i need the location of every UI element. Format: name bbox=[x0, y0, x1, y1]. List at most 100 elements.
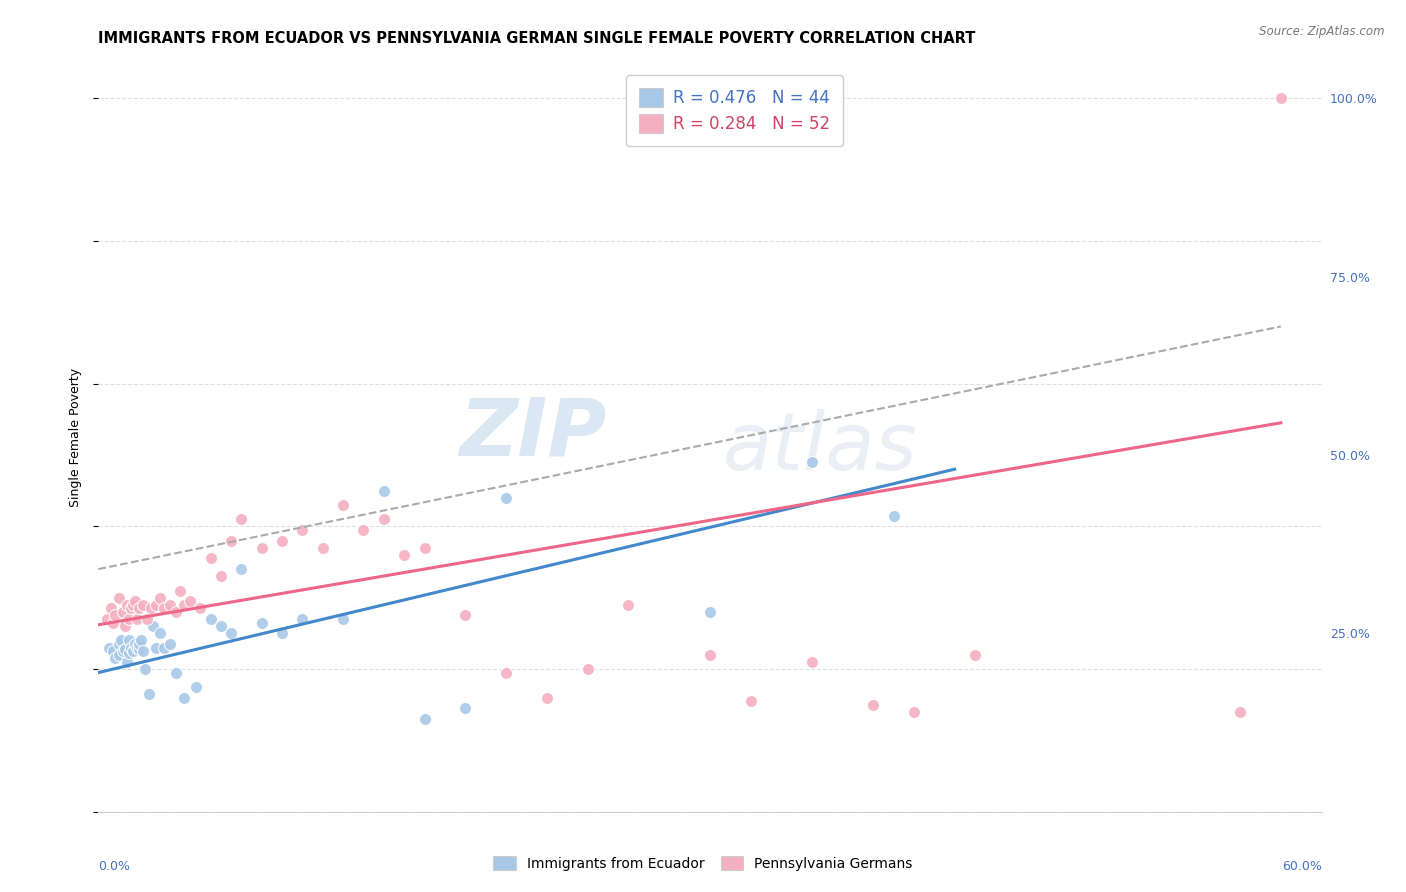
Point bbox=[188, 601, 212, 615]
Point bbox=[165, 665, 187, 680]
Point bbox=[124, 637, 146, 651]
Point bbox=[110, 633, 132, 648]
Text: 60.0%: 60.0% bbox=[1282, 861, 1322, 873]
Point bbox=[903, 705, 925, 719]
Point bbox=[699, 648, 721, 662]
Point bbox=[270, 626, 294, 640]
Point bbox=[118, 612, 141, 626]
Point bbox=[122, 644, 145, 658]
Point bbox=[104, 651, 127, 665]
Point bbox=[1229, 705, 1251, 719]
Point bbox=[108, 637, 131, 651]
Point bbox=[173, 598, 195, 612]
Point bbox=[132, 598, 155, 612]
Text: ZIP: ZIP bbox=[458, 394, 606, 473]
Point bbox=[134, 662, 156, 676]
Point bbox=[128, 601, 150, 615]
Point bbox=[111, 605, 134, 619]
Point bbox=[413, 541, 436, 555]
Point bbox=[231, 512, 253, 526]
Point bbox=[132, 644, 155, 658]
Point bbox=[250, 615, 273, 630]
Point bbox=[454, 608, 477, 623]
Point bbox=[209, 619, 232, 633]
Point bbox=[165, 605, 187, 619]
Point bbox=[373, 483, 395, 498]
Point bbox=[862, 698, 884, 712]
Point bbox=[413, 712, 436, 726]
Point bbox=[120, 601, 142, 615]
Point bbox=[352, 523, 374, 537]
Point bbox=[801, 655, 824, 669]
Point bbox=[96, 612, 118, 626]
Point bbox=[200, 551, 222, 566]
Point bbox=[312, 541, 335, 555]
Text: IMMIGRANTS FROM ECUADOR VS PENNSYLVANIA GERMAN SINGLE FEMALE POVERTY CORRELATION: IMMIGRANTS FROM ECUADOR VS PENNSYLVANIA … bbox=[98, 31, 976, 46]
Point bbox=[104, 608, 127, 623]
Point bbox=[108, 648, 131, 662]
Point bbox=[617, 598, 640, 612]
Point bbox=[152, 601, 174, 615]
Text: atlas: atlas bbox=[723, 409, 918, 487]
Text: Source: ZipAtlas.com: Source: ZipAtlas.com bbox=[1260, 25, 1385, 38]
Point bbox=[536, 690, 558, 705]
Point bbox=[883, 508, 905, 523]
Point bbox=[120, 640, 142, 655]
Point bbox=[159, 598, 181, 612]
Point bbox=[127, 640, 149, 655]
Point bbox=[373, 512, 395, 526]
Point bbox=[128, 637, 150, 651]
Point bbox=[231, 562, 253, 576]
Point bbox=[291, 612, 314, 626]
Point bbox=[124, 594, 146, 608]
Point bbox=[179, 594, 201, 608]
Point bbox=[127, 612, 149, 626]
Point bbox=[152, 640, 174, 655]
Point bbox=[149, 591, 172, 605]
Point bbox=[291, 523, 314, 537]
Point bbox=[392, 548, 416, 562]
Point bbox=[740, 694, 762, 708]
Point bbox=[209, 569, 232, 583]
Point bbox=[173, 690, 195, 705]
Point bbox=[101, 615, 124, 630]
Point bbox=[250, 541, 273, 555]
Point bbox=[454, 701, 477, 715]
Point bbox=[142, 619, 165, 633]
Point bbox=[801, 455, 824, 469]
Point bbox=[100, 601, 122, 615]
Point bbox=[149, 626, 172, 640]
Point bbox=[141, 601, 163, 615]
Point bbox=[115, 655, 138, 669]
Point bbox=[219, 533, 242, 548]
Point bbox=[332, 612, 354, 626]
Point bbox=[118, 633, 141, 648]
Point bbox=[118, 646, 141, 660]
Legend: Immigrants from Ecuador, Pennsylvania Germans: Immigrants from Ecuador, Pennsylvania Ge… bbox=[486, 849, 920, 878]
Point bbox=[122, 598, 145, 612]
Point bbox=[145, 598, 167, 612]
Point bbox=[332, 498, 354, 512]
Point bbox=[145, 640, 167, 655]
Point bbox=[97, 640, 120, 655]
Point bbox=[576, 662, 599, 676]
Point bbox=[115, 598, 138, 612]
Point bbox=[495, 665, 517, 680]
Legend: R = 0.476   N = 44, R = 0.284   N = 52: R = 0.476 N = 44, R = 0.284 N = 52 bbox=[626, 75, 844, 146]
Point bbox=[138, 687, 160, 701]
Text: 0.0%: 0.0% bbox=[98, 861, 131, 873]
Point bbox=[101, 644, 124, 658]
Point bbox=[219, 626, 242, 640]
Point bbox=[169, 583, 191, 598]
Point bbox=[159, 637, 181, 651]
Point bbox=[186, 680, 208, 694]
Point bbox=[108, 591, 131, 605]
Point bbox=[114, 642, 136, 657]
Point bbox=[699, 605, 721, 619]
Point bbox=[111, 644, 134, 658]
Point bbox=[129, 633, 152, 648]
Point bbox=[136, 612, 159, 626]
Point bbox=[200, 612, 222, 626]
Point bbox=[114, 619, 136, 633]
Y-axis label: Single Female Poverty: Single Female Poverty bbox=[69, 368, 83, 507]
